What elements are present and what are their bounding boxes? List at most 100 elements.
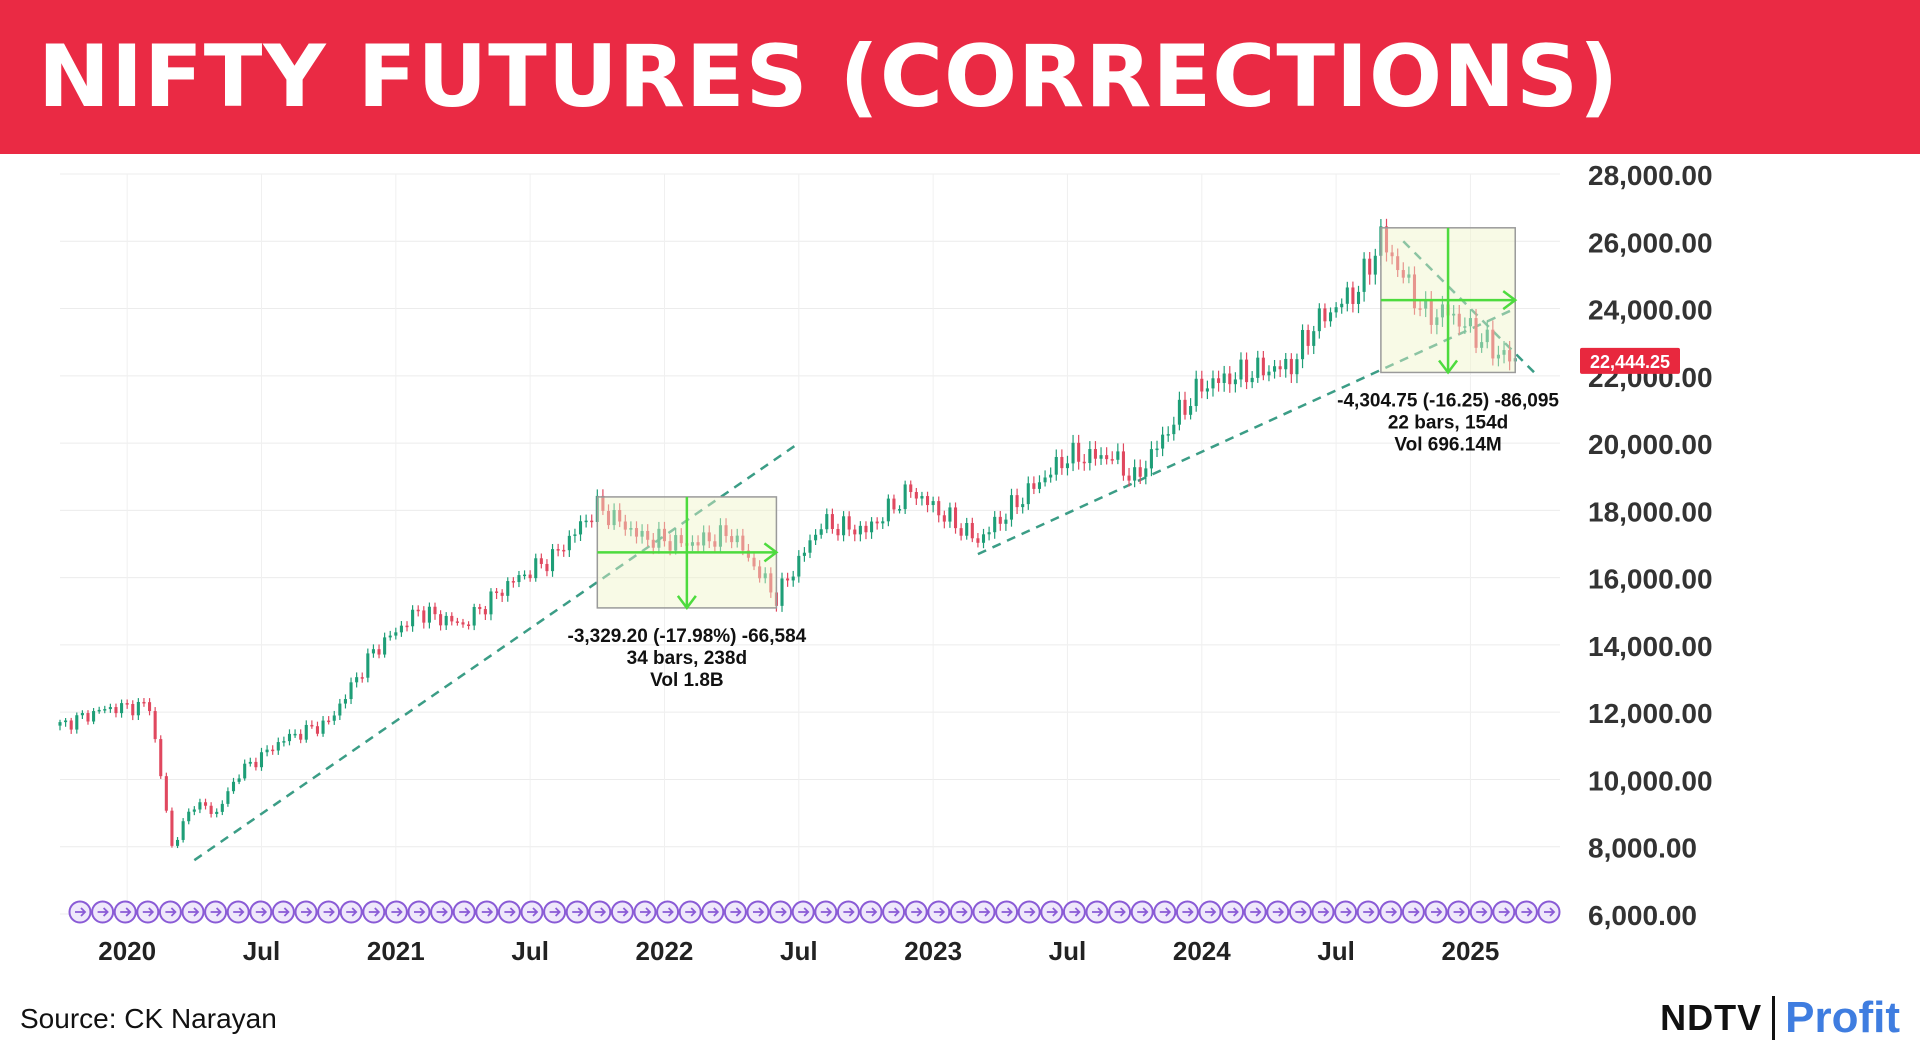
y-tick-label: 8,000.00 — [1588, 833, 1697, 864]
event-marker-arrow — [368, 907, 381, 917]
candle-body — [265, 749, 269, 753]
candle-body — [1205, 388, 1209, 392]
x-tick-label: Jul — [511, 936, 549, 966]
x-tick-label: Jul — [780, 936, 818, 966]
candle-body — [718, 525, 722, 547]
x-tick-label: 2020 — [98, 936, 156, 966]
candle-body — [1306, 329, 1310, 346]
candle-body — [858, 525, 862, 535]
candle-body — [601, 495, 605, 511]
candle-body — [1200, 378, 1204, 392]
candle-body — [556, 549, 560, 551]
candle-body — [120, 703, 124, 714]
candle-body — [455, 621, 459, 623]
candle-body — [1256, 357, 1260, 378]
candle-body — [819, 529, 823, 535]
y-tick-label: 16,000.00 — [1588, 564, 1713, 595]
event-marker-arrow — [775, 907, 787, 917]
candle-body — [993, 516, 997, 533]
event-marker-arrow — [1227, 907, 1239, 917]
event-marker-arrow — [933, 907, 946, 917]
event-marker-arrow — [1295, 907, 1307, 917]
candle-body — [1295, 359, 1299, 375]
event-marker-arrow — [323, 907, 335, 917]
candle-body — [198, 802, 202, 810]
event-marker-arrow — [436, 907, 448, 917]
measurement-label: -3,329.20 (-17.98%) -66,584 — [568, 626, 807, 647]
candle-body — [310, 724, 314, 727]
candle-body — [892, 498, 896, 510]
event-marker-arrow — [301, 907, 313, 917]
candle-body — [1105, 455, 1109, 460]
candle-body — [1407, 274, 1411, 278]
candle-body — [1351, 287, 1355, 304]
candle-body — [780, 578, 784, 606]
candle-body — [377, 649, 381, 655]
logo-ndtv-text: NDTV — [1660, 997, 1763, 1038]
candle-body — [1401, 270, 1405, 278]
event-marker-arrow — [798, 907, 810, 917]
event-marker-arrow — [617, 907, 629, 917]
candle-body — [724, 525, 728, 537]
event-marker-arrow — [1137, 907, 1149, 917]
event-marker-arrow — [188, 907, 200, 917]
event-marker-arrow — [730, 907, 742, 917]
candle-body — [1189, 406, 1193, 415]
candle-body — [953, 507, 958, 529]
x-tick-label: 2025 — [1442, 936, 1500, 966]
y-tick-label: 10,000.00 — [1588, 765, 1713, 796]
logo-profit-text: Profit — [1785, 993, 1900, 1042]
candle-body — [1474, 318, 1478, 348]
candle-body — [797, 555, 801, 577]
candle-body — [1177, 399, 1181, 425]
logo-divider — [1772, 996, 1776, 1040]
candle-body — [629, 528, 633, 530]
candle-body — [1508, 350, 1512, 362]
event-marker-arrow — [1272, 907, 1285, 917]
candle-body — [1149, 449, 1153, 469]
candle-body — [786, 578, 790, 581]
event-marker-arrow — [1046, 907, 1059, 917]
candle-body — [1457, 313, 1461, 327]
candle-body — [1267, 371, 1271, 376]
candle-body — [1222, 373, 1226, 383]
candle-body — [612, 509, 616, 526]
candle-body — [371, 649, 375, 654]
candle-body — [1194, 378, 1198, 407]
event-marker-arrow — [1498, 907, 1511, 917]
candle-body — [1138, 467, 1142, 477]
candle-body — [1217, 378, 1221, 383]
candle-body — [1161, 434, 1165, 449]
title-banner: NIFTY FUTURES (CORRECTIONS) — [0, 0, 1920, 154]
candle-body — [1273, 366, 1277, 372]
event-marker-arrow — [956, 907, 968, 917]
candle-body — [1088, 449, 1092, 464]
candle-body — [909, 484, 913, 493]
candle-body — [276, 742, 280, 751]
candle-body — [1009, 495, 1014, 520]
candle-body — [696, 542, 700, 546]
trendline — [193, 442, 800, 862]
candle-body — [299, 733, 303, 740]
candle-body — [1485, 329, 1489, 343]
candle-body — [562, 549, 566, 552]
candle-body — [97, 709, 101, 712]
candle-body — [1334, 307, 1338, 313]
candle-body — [948, 507, 952, 522]
event-marker-arrow — [391, 907, 403, 917]
candle-body — [506, 581, 510, 596]
candle-body — [925, 496, 930, 506]
candle-body — [187, 811, 191, 822]
source-note: Source: CK Narayan — [20, 1003, 277, 1034]
candle-body — [103, 709, 107, 711]
x-tick-label: 2021 — [367, 936, 425, 966]
event-marker-arrow — [685, 907, 697, 917]
candle-body — [248, 761, 252, 764]
candle-body — [411, 609, 415, 627]
candle-body — [69, 720, 73, 730]
candle-body — [343, 699, 347, 704]
y-tick-label: 20,000.00 — [1588, 429, 1713, 460]
candle-body — [981, 534, 986, 543]
candle-body — [433, 606, 437, 615]
candle-body — [427, 606, 431, 623]
